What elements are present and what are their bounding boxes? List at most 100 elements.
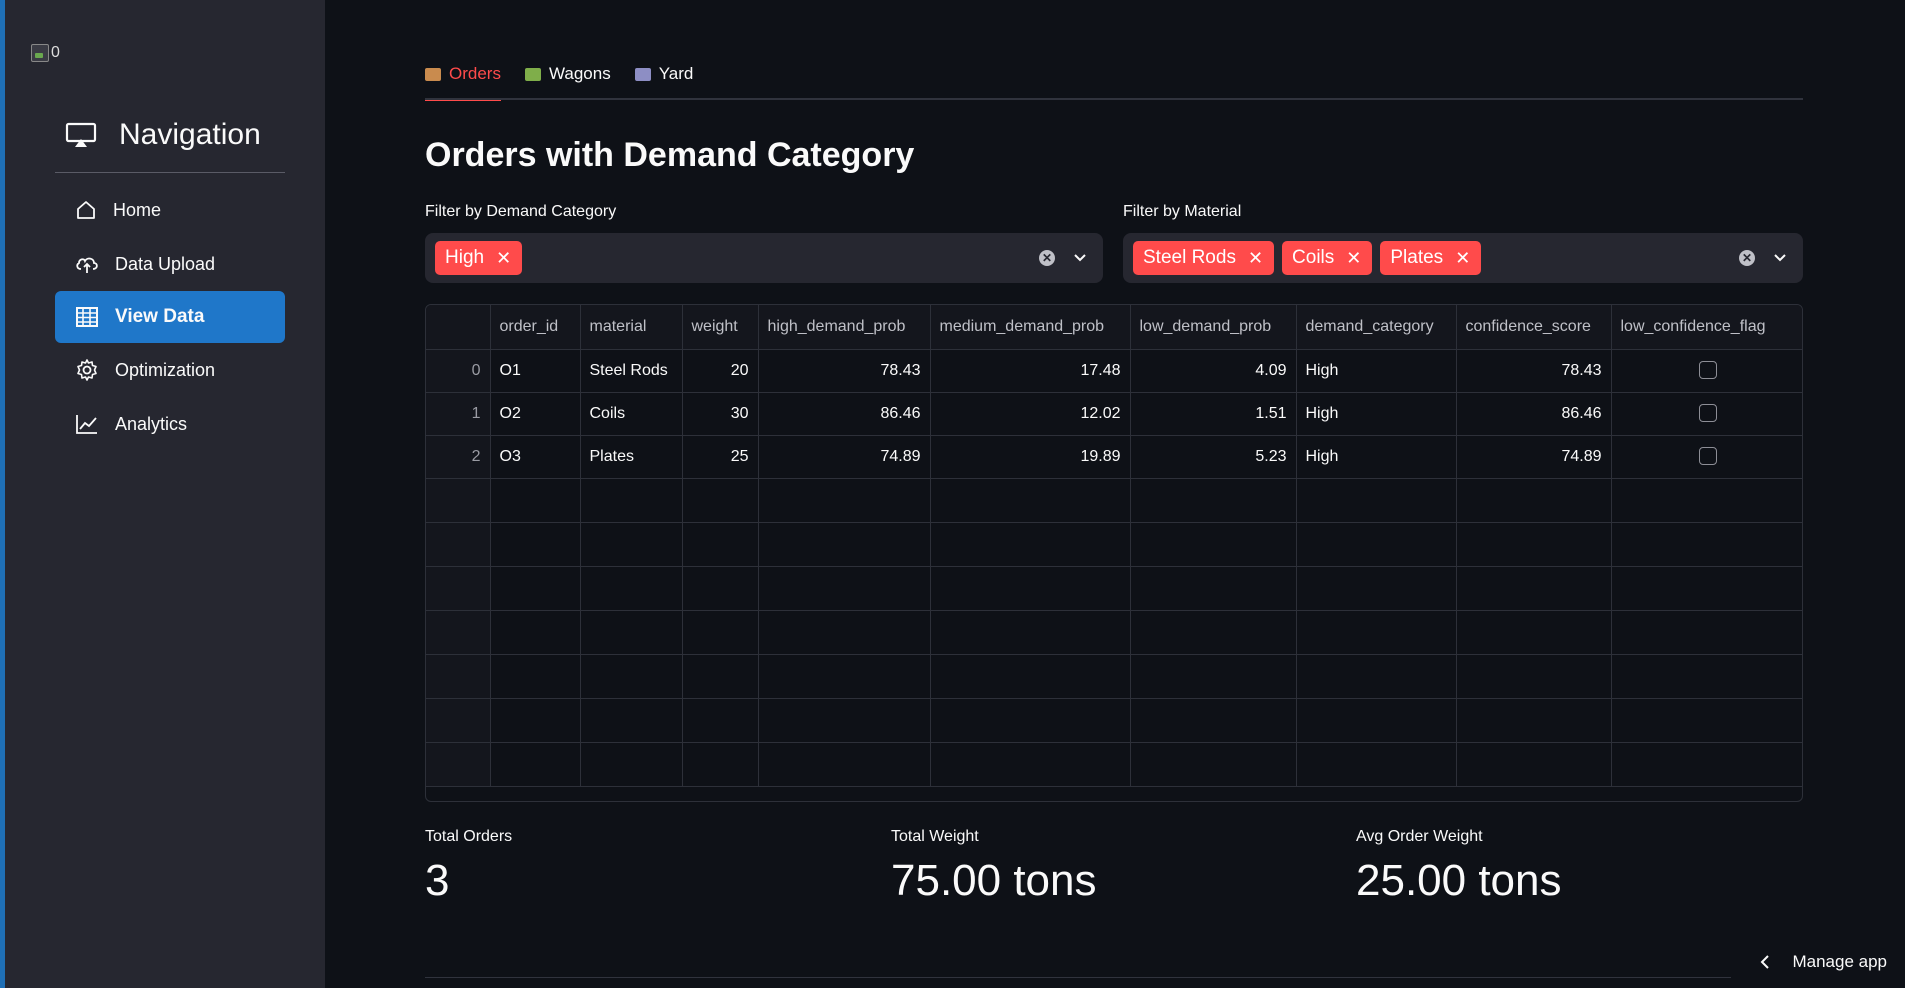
- chip-remove-icon[interactable]: ✕: [1455, 247, 1471, 268]
- column-header[interactable]: confidence_score: [1456, 305, 1612, 350]
- sidebar-item-label: View Data: [115, 306, 205, 327]
- checkbox[interactable]: [1698, 361, 1717, 380]
- column-header[interactable]: order_id: [490, 305, 581, 350]
- cell-low-demand-prob[interactable]: 5.23: [1130, 435, 1297, 479]
- column-header[interactable]: medium_demand_prob: [930, 305, 1131, 350]
- cell-high-demand-prob[interactable]: 74.89: [758, 435, 931, 479]
- cell-medium-demand-prob[interactable]: 19.89: [930, 435, 1131, 479]
- sidebar-item-label: Analytics: [115, 413, 188, 434]
- cell-order-id[interactable]: O1: [490, 349, 581, 393]
- cell-weight[interactable]: 25: [682, 435, 759, 479]
- sidebar-item-label: Home: [113, 199, 162, 220]
- chart-line-icon: [76, 415, 97, 434]
- chevron-down-icon[interactable]: [1773, 253, 1787, 263]
- demand-category-multiselect[interactable]: High ✕ ✕: [425, 233, 1103, 283]
- clear-all-icon[interactable]: ✕: [1039, 250, 1055, 266]
- chip-plates: Plates ✕: [1380, 241, 1482, 275]
- cell-low-demand-prob[interactable]: 4.09: [1130, 349, 1297, 393]
- tab-wagons[interactable]: Wagons: [524, 60, 611, 88]
- cell-demand-category[interactable]: High: [1296, 435, 1457, 479]
- cell-weight[interactable]: 20: [682, 349, 759, 393]
- cell-confidence-score[interactable]: 78.43: [1456, 349, 1612, 393]
- cell-low-demand-prob[interactable]: 1.51: [1130, 392, 1297, 436]
- sidebar-item-analytics[interactable]: Analytics: [55, 398, 285, 450]
- row-index: 2: [426, 435, 491, 479]
- cell-medium-demand-prob[interactable]: 17.48: [930, 349, 1131, 393]
- cell-high-demand-prob[interactable]: 86.46: [758, 392, 931, 436]
- chip-remove-icon[interactable]: ✕: [1346, 247, 1362, 268]
- cell-material[interactable]: Coils: [580, 392, 683, 436]
- chip-remove-icon[interactable]: ✕: [496, 247, 512, 268]
- manage-app-button[interactable]: Manage app: [1760, 952, 1887, 972]
- sidebar: 0 Navigation Home Data Upload View Data: [5, 0, 325, 988]
- cell-confidence-score[interactable]: 74.89: [1456, 435, 1612, 479]
- chip-coils: Coils ✕: [1282, 241, 1373, 275]
- clear-all-icon[interactable]: ✕: [1739, 250, 1755, 266]
- metric-total-orders: Total Orders 3: [425, 828, 512, 906]
- left-accent-bar: [0, 0, 5, 988]
- package-icon: [425, 67, 441, 81]
- row-index: 0: [426, 349, 491, 393]
- row-index: 1: [426, 392, 491, 436]
- cell-weight[interactable]: 30: [682, 392, 759, 436]
- demand-filter-label: Filter by Demand Category: [425, 203, 617, 220]
- cloud-upload-icon: [76, 257, 98, 273]
- chip-high: High ✕: [435, 241, 523, 275]
- tab-yard[interactable]: Yard: [634, 60, 694, 88]
- cell-medium-demand-prob[interactable]: 12.02: [930, 392, 1131, 436]
- cell-demand-category[interactable]: High: [1296, 392, 1457, 436]
- metric-label: Total Orders: [425, 828, 513, 845]
- chip-steel-rods: Steel Rods ✕: [1133, 241, 1275, 275]
- metric-label: Avg Order Weight: [1356, 828, 1483, 845]
- table-row: 2 O3 Plates 25 74.89 19.89 5.23 High 74.…: [426, 435, 1802, 479]
- metric-value: 25.00 tons: [1356, 856, 1562, 905]
- column-header[interactable]: low_demand_prob: [1130, 305, 1297, 350]
- chip-label: High: [445, 247, 485, 268]
- cell-order-id[interactable]: O2: [490, 392, 581, 436]
- logo-image: 0: [31, 44, 60, 62]
- material-multiselect[interactable]: Steel Rods ✕ Coils ✕ Plates ✕ ✕: [1123, 233, 1803, 283]
- cell-order-id[interactable]: O3: [490, 435, 581, 479]
- tab-orders[interactable]: Orders: [425, 60, 501, 101]
- sidebar-item-label: Data Upload: [115, 253, 216, 274]
- sidebar-item-view-data[interactable]: View Data: [55, 291, 285, 343]
- wagon-icon: [524, 67, 541, 81]
- cell-low-confidence-flag[interactable]: [1611, 435, 1802, 479]
- logo-alt-text: 0: [51, 44, 60, 61]
- table-row: 1 O2 Coils 30 86.46 12.02 1.51 High 86.4…: [426, 392, 1802, 436]
- cell-confidence-score[interactable]: 86.46: [1456, 392, 1612, 436]
- manage-app-label: Manage app: [1792, 952, 1887, 971]
- table-row: 0 O1 Steel Rods 20 78.43 17.48 4.09 High…: [426, 349, 1802, 393]
- checkbox[interactable]: [1698, 404, 1717, 423]
- index-header: [426, 305, 491, 350]
- cell-low-confidence-flag[interactable]: [1611, 392, 1802, 436]
- column-header[interactable]: material: [580, 305, 683, 350]
- tab-bar: Orders Wagons Yard: [425, 60, 1803, 101]
- chevron-down-icon[interactable]: [1073, 253, 1087, 263]
- nav-divider: [55, 172, 285, 173]
- cell-material[interactable]: Steel Rods: [580, 349, 683, 393]
- table-header-row: order_id material weight high_demand_pro…: [426, 305, 1802, 350]
- cell-low-confidence-flag[interactable]: [1611, 349, 1802, 393]
- checkbox[interactable]: [1698, 447, 1717, 466]
- cell-demand-category[interactable]: High: [1296, 349, 1457, 393]
- cell-material[interactable]: Plates: [580, 435, 683, 479]
- table-icon: [76, 307, 98, 327]
- orders-data-grid[interactable]: order_id material weight high_demand_pro…: [425, 304, 1803, 802]
- navigation-header: Navigation: [65, 118, 261, 152]
- metric-avg-order-weight: Avg Order Weight 25.00 tons: [1356, 828, 1562, 906]
- tab-label: Yard: [658, 64, 694, 83]
- footer-divider: [425, 977, 1731, 978]
- sidebar-item-data-upload[interactable]: Data Upload: [55, 238, 285, 290]
- sidebar-item-home[interactable]: Home: [55, 184, 285, 236]
- cell-high-demand-prob[interactable]: 78.43: [758, 349, 931, 393]
- chip-remove-icon[interactable]: ✕: [1247, 247, 1264, 268]
- main-content: Orders Wagons Yard Orders with Demand Ca…: [425, 0, 1803, 988]
- column-header[interactable]: high_demand_prob: [758, 305, 931, 350]
- column-header[interactable]: low_confidence_flag: [1611, 305, 1802, 350]
- metric-label: Total Weight: [891, 828, 979, 845]
- empty-row: [426, 478, 1802, 523]
- column-header[interactable]: weight: [682, 305, 759, 350]
- sidebar-item-optimization[interactable]: Optimization: [55, 344, 285, 396]
- column-header[interactable]: demand_category: [1296, 305, 1457, 350]
